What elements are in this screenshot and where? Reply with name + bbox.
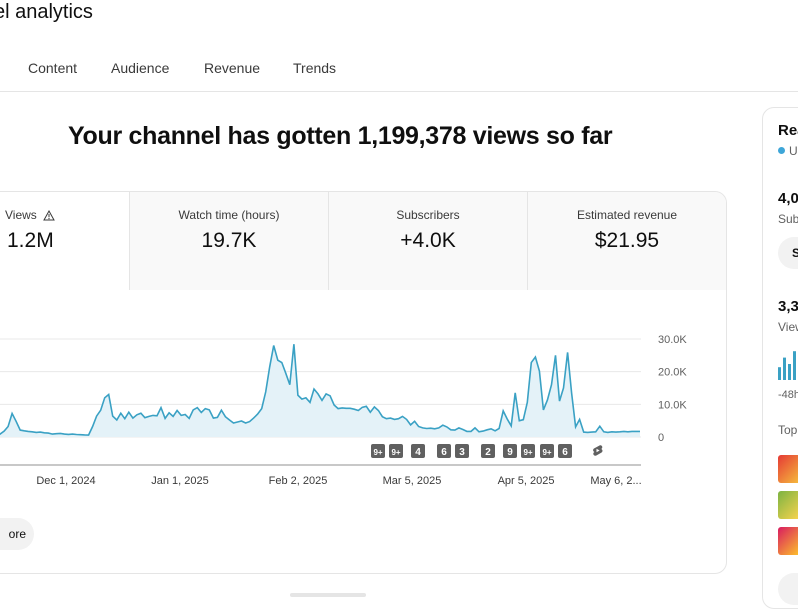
metric-value: +4.0K — [400, 229, 456, 252]
metric-value: 19.7K — [201, 229, 257, 252]
realtime-bar — [783, 357, 786, 380]
video-marker[interactable]: 2 — [481, 444, 495, 458]
realtime-bar — [788, 364, 791, 380]
x-tick-label: ... — [0, 475, 1, 487]
views-chart: 0 10.0K 20.0K 30.0K ... Dec 1, 2024 Jan 1, 20… — [0, 334, 687, 487]
video-marker-count: 2 — [485, 447, 491, 458]
video-marker-count: 9 — [507, 447, 513, 458]
see-more-realtime-button[interactable] — [778, 573, 798, 605]
realtime-views-label: View — [778, 320, 798, 334]
tab-revenue[interactable]: Revenue — [204, 60, 261, 76]
tabs-divider — [0, 91, 798, 92]
x-tick-label: Feb 2, 2025 — [269, 475, 328, 487]
tab-trends[interactable]: Trends — [293, 60, 337, 76]
metric-label: Watch time (hours) — [178, 208, 280, 222]
overview-card: Views 1.2M Watch time (hours) 19.7K Subs… — [0, 191, 727, 574]
video-marker[interactable]: 6 — [437, 444, 451, 458]
video-marker[interactable]: 9+ — [371, 444, 385, 458]
realtime-bar — [793, 351, 796, 380]
views-area — [0, 344, 640, 437]
x-tick-label: May 6, 2... — [590, 475, 641, 487]
realtime-bar-chart — [778, 351, 796, 380]
top-content-label: Top — [778, 423, 798, 437]
views-headline: Your channel has gotten 1,199,378 views … — [68, 122, 613, 150]
video-marker[interactable]: 9 — [503, 444, 517, 458]
video-marker-count: 6 — [441, 447, 447, 458]
page-title: el analytics — [0, 1, 93, 23]
analytics-tabs: Content Audience Revenue Trends — [0, 52, 798, 92]
x-axis-ticks: ... Dec 1, 2024 Jan 1, 2025 Feb 2, 2025 Mar … — [0, 475, 642, 487]
see-more-button[interactable]: ore — [0, 518, 34, 550]
realtime-bar — [778, 367, 781, 380]
video-marker[interactable]: 4 — [411, 444, 425, 458]
scroll-indicator — [290, 593, 366, 597]
video-marker-count: 3 — [459, 447, 465, 458]
metric-subscribers[interactable]: Subscribers +4.0K — [329, 192, 528, 290]
y-tick-label: 30.0K — [658, 334, 687, 346]
video-marker-count: 9+ — [542, 448, 551, 457]
warning-icon — [42, 210, 55, 221]
x-tick-label: Apr 5, 2025 — [498, 475, 555, 487]
video-marker[interactable]: 9+ — [521, 444, 535, 458]
tab-audience[interactable]: Audience — [111, 60, 170, 76]
video-badges: 9+ 9+ 4 6 3 2 9 9+ 9+ 6 — [371, 444, 572, 458]
live-dot-icon — [778, 147, 785, 154]
realtime-title: Rea — [778, 122, 798, 139]
video-marker[interactable]: 3 — [455, 444, 469, 458]
realtime-subscribers-value: 4,0 — [778, 190, 798, 207]
see-live-count-button[interactable]: S — [778, 237, 798, 269]
y-tick-label: 20.0K — [658, 367, 687, 379]
metric-watch-time[interactable]: Watch time (hours) 19.7K — [130, 192, 329, 290]
video-thumbnail[interactable] — [778, 527, 798, 555]
metric-value: 1.2M — [7, 229, 54, 252]
y-tick-label: 10.0K — [658, 399, 687, 411]
x-tick-label: Mar 5, 2025 — [383, 475, 442, 487]
realtime-time-label: -48h — [778, 389, 798, 401]
metric-value: $21.95 — [594, 229, 660, 252]
video-thumbnail[interactable] — [778, 491, 798, 519]
video-marker[interactable]: 6 — [558, 444, 572, 458]
y-axis-ticks: 0 10.0K 20.0K 30.0K — [658, 334, 687, 444]
video-marker-count: 9+ — [523, 448, 532, 457]
tab-content[interactable]: Content — [28, 60, 78, 76]
video-marker[interactable]: 9+ — [389, 444, 403, 458]
metric-views[interactable]: Views 1.2M — [0, 192, 130, 290]
metric-label: Subscribers — [396, 208, 460, 222]
metric-label: Views — [5, 208, 37, 222]
video-marker-count: 4 — [415, 447, 421, 458]
realtime-views-value: 3,3 — [778, 298, 798, 315]
views-line — [0, 344, 640, 436]
realtime-subscribers-label: Subs — [778, 212, 798, 226]
metric-label: Estimated revenue — [576, 208, 678, 222]
live-status: Up — [789, 144, 798, 158]
video-marker-count: 9+ — [373, 448, 382, 457]
x-tick-label: Dec 1, 2024 — [36, 475, 95, 487]
shorts-icon[interactable] — [591, 444, 604, 459]
video-marker-count: 9+ — [391, 448, 400, 457]
y-tick-label: 0 — [658, 432, 664, 444]
video-thumbnail[interactable] — [778, 455, 798, 483]
x-tick-label: Jan 1, 2025 — [151, 475, 209, 487]
realtime-card: Rea Up 4,0 Subs S 3,3 View -48h Top — [762, 107, 798, 609]
video-marker[interactable]: 9+ — [540, 444, 554, 458]
metric-revenue[interactable]: Estimated revenue $21.95 — [528, 192, 726, 290]
video-marker-count: 6 — [562, 447, 568, 458]
